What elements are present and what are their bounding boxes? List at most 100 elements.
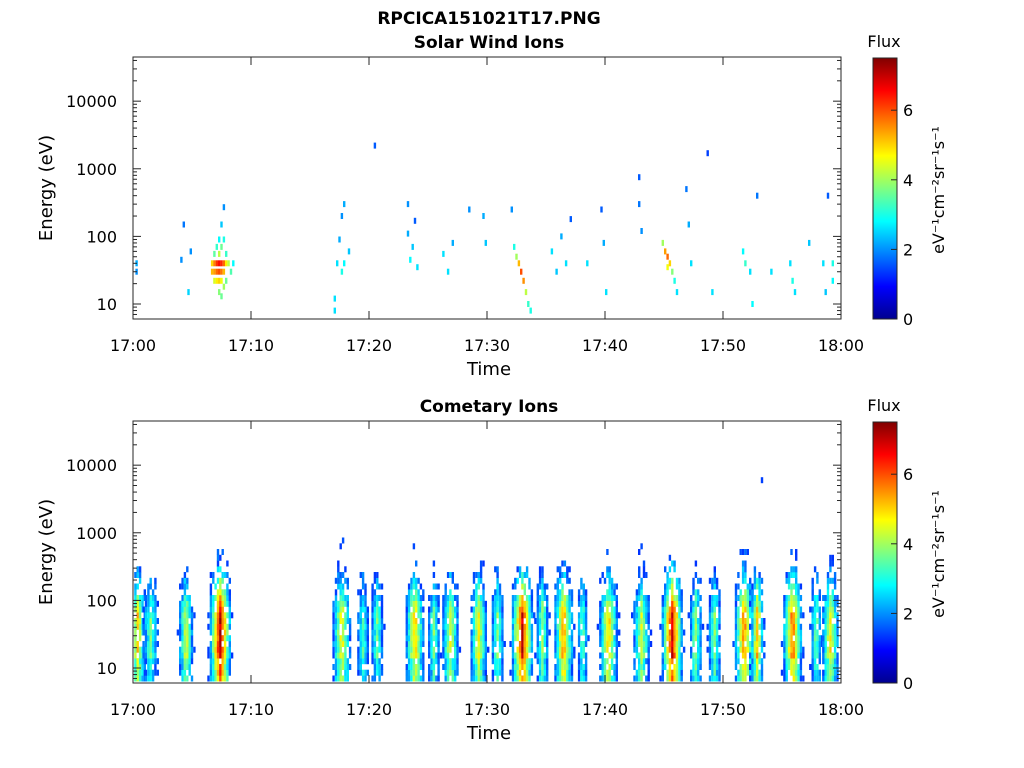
heatmap-cell (642, 669, 646, 676)
heatmap-cell (442, 612, 445, 619)
heatmap-cell (364, 675, 367, 682)
heatmap-cell (697, 669, 700, 676)
heatmap-cell (525, 629, 529, 636)
heatmap-cell (143, 589, 146, 596)
heatmap-cell (833, 629, 837, 636)
heatmap-cell (212, 646, 215, 653)
x-tick-label: 17:10 (228, 336, 274, 355)
heatmap-cell (737, 583, 740, 590)
x-tick-label: 17:50 (700, 700, 746, 719)
heatmap-cell (484, 658, 487, 665)
heatmap-cell (664, 658, 667, 665)
heatmap-cell (376, 635, 379, 642)
heatmap-cell (472, 589, 476, 596)
heatmap-cell (546, 658, 549, 665)
heatmap-cell (708, 675, 712, 682)
heatmap-cell (809, 623, 812, 630)
heatmap-cell (792, 566, 795, 573)
heatmap-cell (470, 664, 473, 670)
heatmap-cell (541, 675, 544, 682)
heatmap-cell (496, 612, 499, 619)
heatmap-cell (566, 623, 569, 630)
heatmap-cell (378, 669, 381, 676)
heatmap-cell (412, 652, 416, 659)
heatmap-cell (223, 652, 227, 659)
heatmap-cell (406, 230, 410, 237)
heatmap-cell (713, 600, 716, 607)
heatmap-cell (144, 641, 148, 647)
heatmap-cell (183, 618, 187, 624)
heatmap-cell (701, 623, 705, 630)
heatmap-cell (538, 664, 542, 670)
heatmap-cell (744, 595, 747, 601)
heatmap-cell (212, 600, 215, 607)
heatmap-cell (811, 623, 814, 630)
heatmap-cell (582, 606, 585, 613)
heatmap-cell (432, 618, 436, 624)
heatmap-cell (559, 618, 562, 624)
heatmap-cell (831, 554, 834, 561)
y-tick-label: 10000 (66, 92, 117, 111)
heatmap-cell (758, 572, 761, 578)
heatmap-cell (422, 652, 425, 659)
heatmap-cell (144, 606, 148, 613)
y-axis-label-cometary: Energy (eV) (36, 499, 57, 605)
heatmap-cell (346, 641, 349, 647)
heatmap-cell (348, 623, 352, 630)
heatmap-cell (608, 629, 611, 636)
heatmap-cell (649, 629, 653, 636)
heatmap-cell (214, 675, 217, 682)
colorbar-gradient-solar-wind (872, 57, 898, 320)
heatmap-cell (570, 589, 574, 596)
heatmap-cell (635, 669, 639, 676)
heatmap-cell (661, 635, 664, 642)
heatmap-cell (470, 646, 473, 653)
heatmap-cell (541, 635, 544, 642)
heatmap-cell (603, 612, 607, 619)
heatmap-cell (340, 213, 344, 219)
heatmap-cell (430, 595, 433, 601)
heatmap-cell (361, 606, 365, 613)
heatmap-cell (371, 606, 374, 613)
heatmap-cell (790, 566, 793, 573)
x-tick-label: 17:40 (582, 336, 628, 355)
heatmap-cell (449, 572, 452, 578)
heatmap-cell (541, 618, 544, 624)
heatmap-cell (751, 669, 754, 676)
heatmap-cell (357, 646, 360, 653)
heatmap-cell (479, 618, 483, 624)
heatmap-cell (479, 566, 483, 573)
heatmap-cell (339, 675, 342, 682)
heatmap-cell (138, 612, 142, 619)
heatmap-cell (543, 669, 546, 676)
heatmap-cell (341, 618, 345, 624)
heatmap-cell (511, 675, 515, 682)
heatmap-cell (341, 572, 345, 578)
heatmap-cell (371, 635, 374, 642)
heatmap-cell (214, 646, 217, 653)
heatmap-cell (831, 600, 834, 607)
heatmap-cell (216, 635, 220, 642)
heatmap-cell (615, 669, 618, 676)
heatmap-cell (675, 595, 679, 601)
heatmap-cell (602, 239, 605, 246)
heatmap-cell (523, 669, 526, 676)
heatmap-cell (451, 577, 454, 584)
heatmap-cell (138, 623, 142, 630)
heatmap-cell (530, 629, 534, 636)
heatmap-cell (181, 577, 184, 584)
heatmap-cell (640, 228, 643, 234)
heatmap-cell (582, 675, 585, 682)
heatmap-cell (410, 629, 413, 636)
heatmap-cell (795, 583, 798, 590)
heatmap-cell (212, 577, 215, 584)
heatmap-cell (836, 629, 839, 636)
heatmap-cell (543, 589, 546, 596)
heatmap-cell (380, 641, 384, 647)
heatmap-cell (407, 664, 411, 670)
heatmap-cell (741, 623, 745, 630)
heatmap-cell (708, 635, 712, 642)
heatmap-cell (635, 589, 639, 596)
heatmap-cell (516, 612, 519, 619)
heatmap-cell (690, 669, 693, 676)
